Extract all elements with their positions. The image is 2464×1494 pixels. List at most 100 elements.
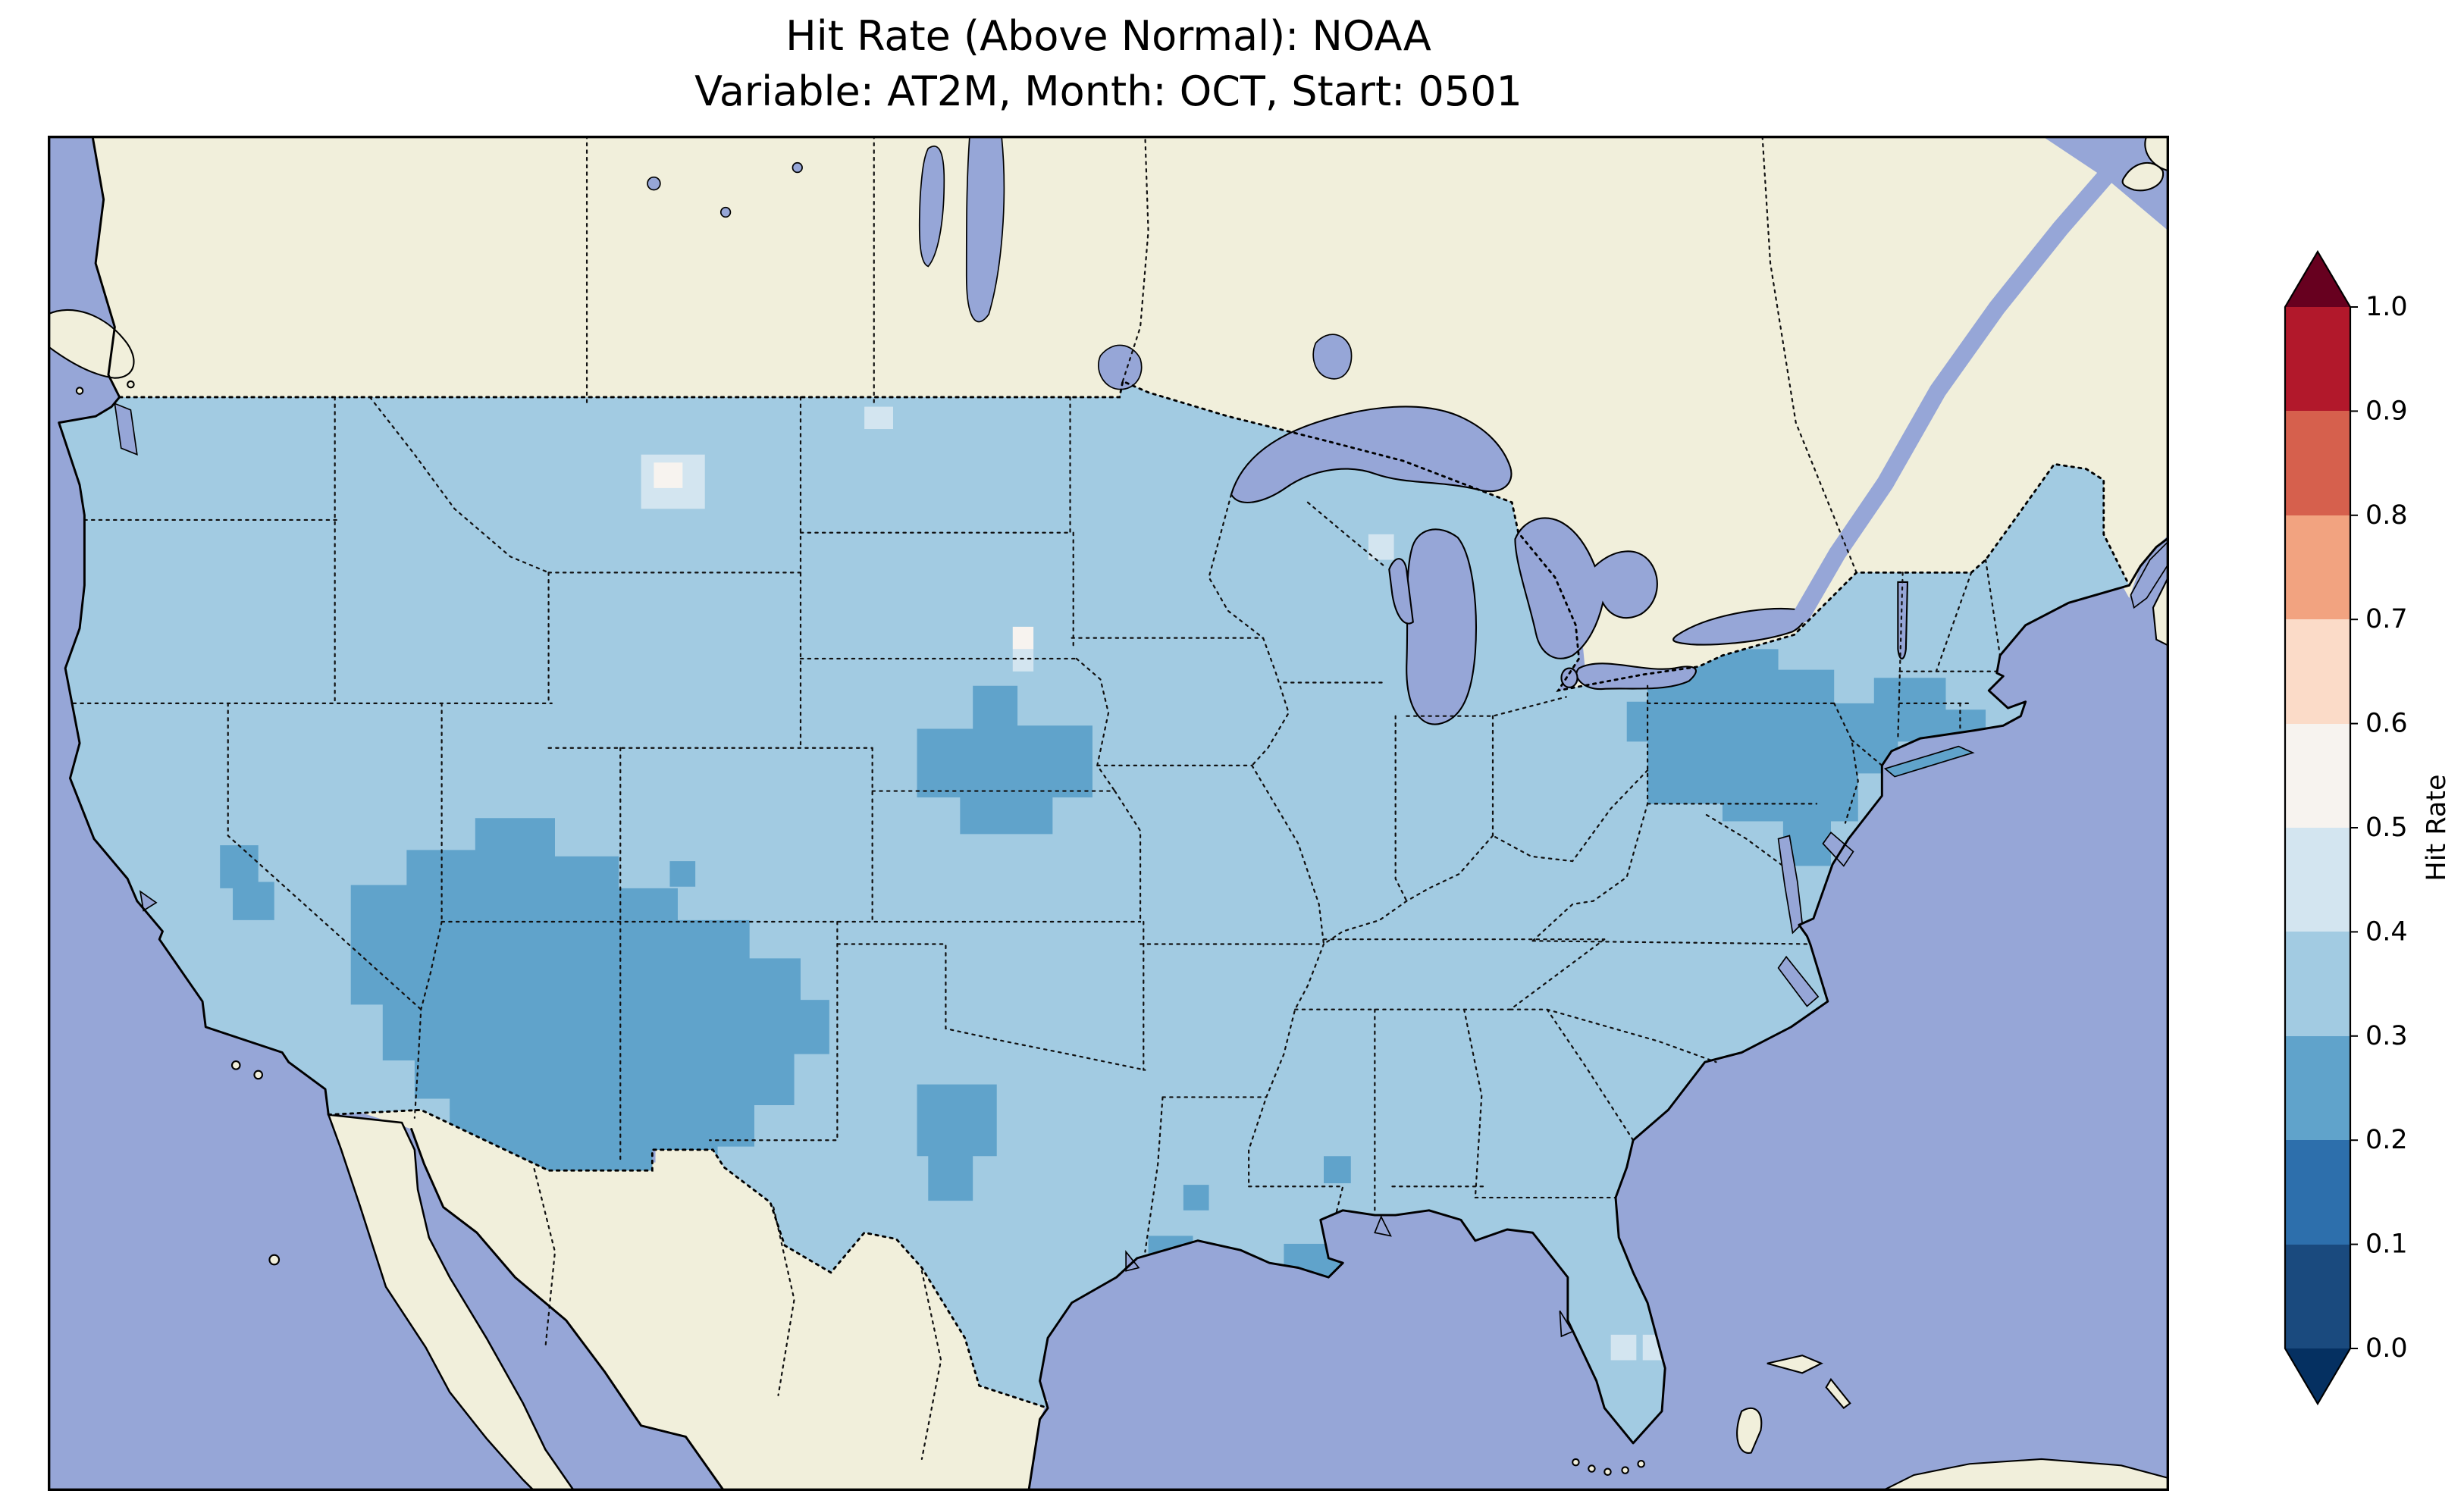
mobile-bay [1374,1215,1392,1237]
colorbar-bin-1 [2285,1140,2350,1245]
andros-island [1736,1407,1763,1454]
patch-central-texas [917,1084,997,1201]
patch-cell [1324,1156,1351,1184]
cuba-north-coast [1881,1458,2169,1491]
colorbar-axis-label: Hit Rate [2422,774,2452,881]
figure-title: Hit Rate (Above Normal): NOAA Variable: … [48,9,2169,120]
lake-superior [1230,406,1513,504]
state-borders [72,136,2002,1461]
colorbar-svg: 1.0 0.9 0.8 0.7 0.6 0.5 0.4 0.3 0.2 0.1 … [2284,249,2452,1406]
lake-michigan [1406,528,1477,725]
colorbar-bin-2 [2285,1036,2350,1140]
nova-scotia [2152,575,2169,647]
patch-southwest [350,818,829,1180]
tick-label: 0.2 [2365,1125,2408,1155]
hit-rate-patches-02-03 [220,649,1986,1300]
gulf-island [2121,161,2165,192]
great-lakes [1230,406,1909,725]
san-francisco-bay [139,890,158,912]
lake-of-the-woods [1097,344,1143,390]
colorbar-bin-4 [2285,828,2350,932]
long-island [1883,745,1975,778]
gulf-of-st-lawrence [2041,136,2169,232]
tick-label: 0.5 [2365,813,2408,843]
bay-of-fundy [2130,540,2169,609]
tick-label: 0.1 [2365,1229,2408,1260]
patch-cell-light [1368,534,1394,560]
patch-sierra-nevada [220,845,274,920]
tick-label: 0.9 [2365,396,2408,426]
lake-nipigon [1312,334,1353,380]
patch-cell-white [1012,626,1034,650]
florida-key [1637,1459,1645,1468]
tick-label: 0.3 [2365,1021,2408,1051]
coastlines [58,136,2169,1491]
colorbar-tick-labels: 1.0 0.9 0.8 0.7 0.6 0.5 0.4 0.3 0.2 0.1 … [2365,292,2408,1364]
lake-ontario [1672,607,1805,646]
small-lake [647,176,661,191]
lake-st-clair [1560,667,1578,688]
lake-winnipeg [965,136,1005,323]
map-panel [48,136,2169,1491]
grand-bahama [1766,1355,1823,1374]
canada-lakes [647,136,1353,390]
baja-california [327,1113,575,1491]
florida-key [1603,1467,1612,1477]
map-frame [48,136,2169,1491]
colorbar-bin-3 [2285,932,2350,1036]
channel-island [253,1070,264,1080]
colorbar-bin-5 [2285,724,2350,828]
colorbar-bin-8 [2285,411,2350,515]
colorbar-extend-low [2285,1348,2350,1404]
patch-montana-white [654,462,683,488]
channel-island [230,1060,241,1070]
strait-island [75,387,84,395]
florida-key [1572,1458,1580,1467]
colorbar-bin-7 [2285,515,2350,619]
colorbar-bin-9 [2285,307,2350,411]
tick-label: 0.0 [2365,1333,2408,1364]
eleuthera-island [1825,1377,1851,1410]
mexico-landmass [328,1097,1049,1491]
title-line-1: Hit Rate (Above Normal): NOAA [785,12,1431,60]
coastal-waters-overlay [114,136,2169,1338]
hit-rate-patches-05-06 [654,462,1034,650]
islands-layer [48,136,2169,1491]
colorbar-bin-6 [2285,619,2350,724]
title-line-2: Variable: AT2M, Month: OCT, Start: 0501 [694,67,1522,115]
patch-nebraska-kansas [917,685,1092,835]
florida-key [1621,1466,1629,1474]
tick-label: 0.6 [2365,709,2408,739]
colorbar-panel: 1.0 0.9 0.8 0.7 0.6 0.5 0.4 0.3 0.2 0.1 … [2259,243,2464,1425]
pamlico-sound [1777,955,1820,1007]
tick-label: 1.0 [2365,292,2408,322]
patch-cell [669,861,696,887]
puget-sound [114,402,138,456]
patch-cell-light [864,406,893,430]
patch-cell-light [1610,1334,1637,1361]
vancouver-island [48,309,135,379]
patch-cell [1183,1185,1209,1211]
colorbar-bin-0 [2285,1245,2350,1348]
tick-label: 0.7 [2365,604,2408,634]
st-lawrence-river [1793,146,2133,623]
country-borders [118,379,2130,1410]
green-bay [1388,558,1414,625]
us-data-region [58,381,2130,1443]
colorbar-tick-marks [2350,306,2358,1349]
guadalupe-island [268,1254,281,1266]
lake-champlain [1897,581,1909,660]
delaware-bay [1822,832,1854,867]
small-lake [719,206,732,218]
lake-manitoba [918,146,945,268]
tick-label: 0.4 [2365,916,2408,947]
florida-key [1588,1464,1596,1473]
colorbar-extend-high [2285,252,2350,307]
lake-huron [1514,517,1658,659]
small-lake [792,161,803,174]
strait-island [127,380,135,389]
patch-cell-light [1012,649,1034,672]
tick-label: 0.8 [2365,500,2408,531]
map-svg [48,136,2169,1491]
